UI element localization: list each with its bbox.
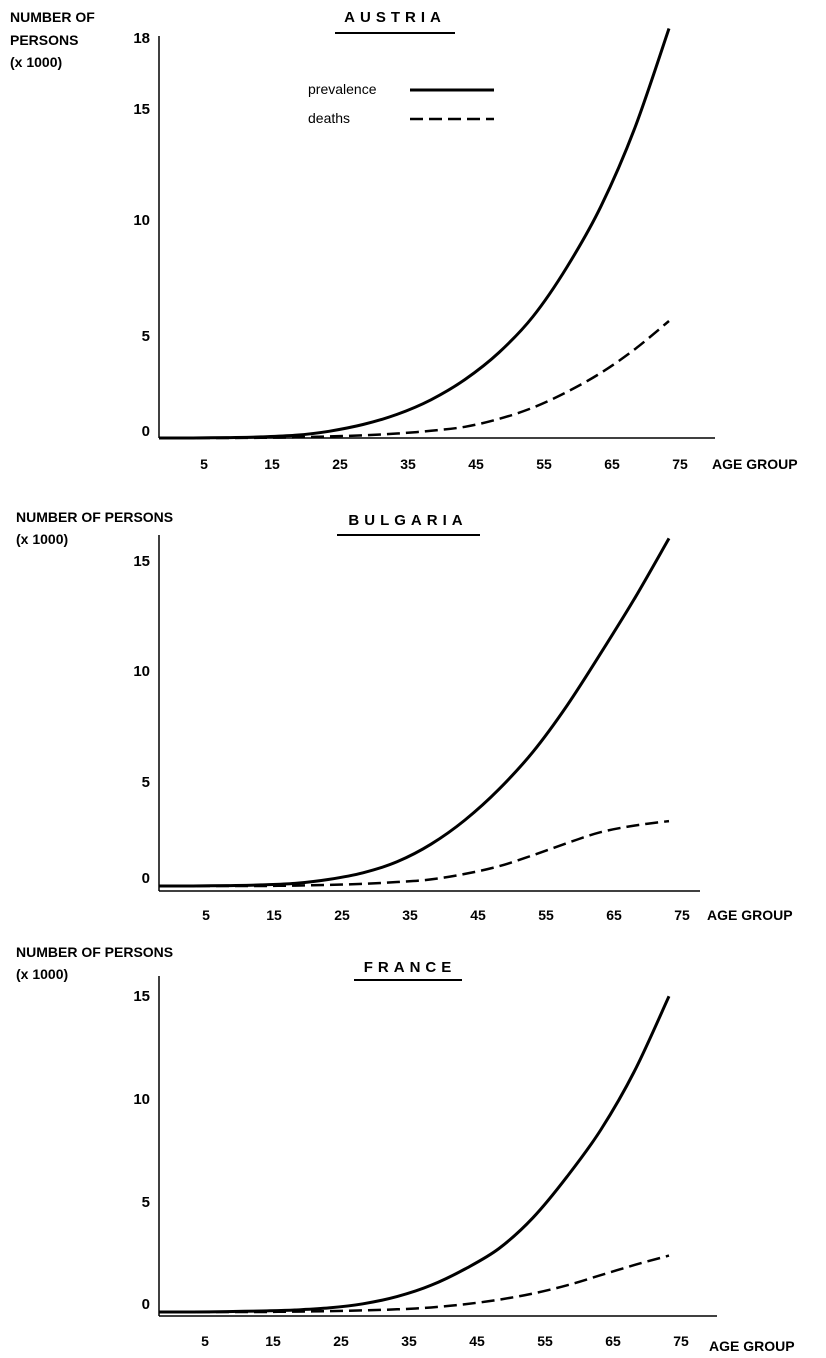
x-tick-label: 15 [265,1333,281,1349]
y-tick-label: 0 [142,1296,150,1313]
y-tick-label: 10 [133,663,150,680]
chart-title: BULGARIA [348,512,467,529]
x-tick-label: 45 [470,907,486,923]
x-tick-label: 75 [672,456,688,472]
series-group [158,537,671,888]
series-line-deaths [158,320,670,440]
x-tick-label: 65 [604,456,620,472]
x-tick-label: 55 [536,456,552,472]
y-axis-label-line-1: NUMBER OF [10,9,95,25]
y-tick-label: 5 [142,1194,150,1211]
x-tick-label: 15 [266,907,282,923]
y-tick-label: 5 [142,774,150,791]
x-axis-label: AGE GROUP [707,907,793,923]
x-tick-label: 65 [606,907,622,923]
france-panel: NUMBER OF PERSONS (x 1000) FRANCE 0 5 10… [16,944,795,1354]
x-tick-label: 55 [537,1333,553,1349]
x-tick-label: 45 [469,1333,485,1349]
x-tick-label: 25 [333,1333,349,1349]
chart-title: AUSTRIA [344,9,446,26]
y-tick-label: 0 [142,870,150,887]
series-line-prevalence [158,28,671,440]
chart-title: FRANCE [364,959,457,976]
x-tick-labels: 5 15 25 35 45 55 65 75 AGE GROUP [200,456,797,472]
x-tick-label: 15 [264,456,280,472]
y-axis-label-line-1: NUMBER OF PERSONS [16,509,173,525]
y-axis-label-line-3: (x 1000) [10,54,62,70]
legend-label-deaths: deaths [308,110,350,126]
austria-panel: NUMBER OF PERSONS (x 1000) AUSTRIA preva… [10,9,798,472]
series-line-deaths [159,1254,670,1314]
y-tick-label: 10 [133,212,150,229]
series-group [158,995,671,1314]
y-tick-label: 5 [142,328,150,345]
x-tick-label: 75 [673,1333,689,1349]
y-tick-labels: 0 5 10 15 [133,988,150,1313]
x-tick-label: 35 [402,907,418,923]
y-axis-label-line-2: (x 1000) [16,531,68,547]
x-tick-label: 65 [605,1333,621,1349]
series-group [158,28,671,440]
x-tick-label: 5 [201,1333,209,1349]
y-tick-label: 10 [133,1091,150,1108]
y-tick-labels: 0 5 10 15 [133,553,150,887]
x-tick-label: 5 [200,456,208,472]
series-line-deaths [159,819,670,888]
series-line-prevalence [158,995,671,1314]
x-tick-label: 55 [538,907,554,923]
x-tick-label: 45 [468,456,484,472]
y-tick-label: 15 [133,988,150,1005]
bulgaria-panel: NUMBER OF PERSONS (x 1000) BULGARIA 0 5 … [16,509,793,923]
y-tick-label: 0 [142,423,150,440]
x-axis-label: AGE GROUP [712,456,798,472]
x-tick-label: 35 [400,456,416,472]
x-tick-label: 35 [401,1333,417,1349]
y-tick-labels: 0 5 10 15 18 [133,30,150,440]
x-tick-labels: 5 15 25 35 45 55 65 75 AGE GROUP [201,1333,794,1354]
y-tick-label: 18 [133,30,150,47]
x-tick-label: 25 [332,456,348,472]
y-tick-label: 15 [133,553,150,570]
y-tick-label: 15 [133,101,150,118]
y-axis-label-line-1: NUMBER OF PERSONS [16,944,173,960]
x-tick-label: 5 [202,907,210,923]
y-axis-label-line-2: PERSONS [10,32,78,48]
x-axis-label: AGE GROUP [709,1338,795,1354]
x-tick-label: 75 [674,907,690,923]
x-tick-label: 25 [334,907,350,923]
legend: prevalence deaths [308,81,494,126]
legend-label-prevalence: prevalence [308,81,377,97]
x-tick-labels: 5 15 25 35 45 55 65 75 AGE GROUP [202,907,792,923]
y-axis-label-line-2: (x 1000) [16,966,68,982]
